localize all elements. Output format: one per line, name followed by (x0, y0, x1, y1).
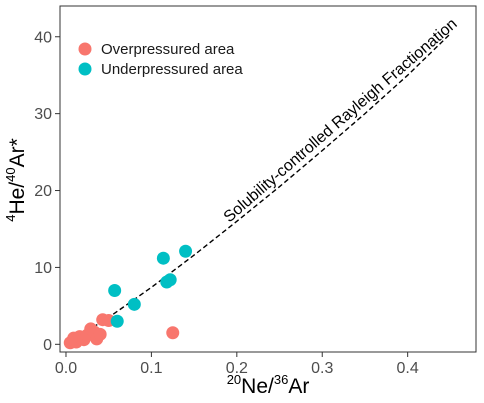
x-axis-title: 20Ne/36Ar (227, 372, 310, 398)
point-underpressured (179, 244, 193, 258)
point-underpressured (110, 314, 124, 328)
y-tick-label: 0 (43, 337, 52, 354)
y-axis-ticks: 0 10 20 30 40 (34, 29, 60, 354)
x-tick-label: 0.1 (140, 360, 162, 377)
data-points (63, 244, 193, 350)
x-tick-label: 0.3 (311, 360, 333, 377)
legend-label-overpressured: Overpressured area (101, 41, 235, 58)
point-underpressured (127, 297, 141, 311)
plot-panel (59, 5, 477, 353)
y-tick-label: 10 (34, 260, 52, 277)
x-tick-label: 0.0 (55, 360, 77, 377)
point-underpressured (108, 283, 122, 297)
x-axis-ticks: 0.0 0.1 0.2 0.3 0.4 (55, 352, 419, 377)
legend-marker-overpressured (78, 42, 92, 56)
y-tick-label: 40 (34, 29, 52, 46)
y-tick-label: 30 (34, 106, 52, 123)
x-tick-label: 0.2 (226, 360, 248, 377)
legend: Overpressured area Underpressured area (78, 41, 243, 78)
point-underpressured (163, 273, 177, 287)
legend-label-underpressured: Underpressured area (101, 61, 243, 78)
point-overpressured (93, 327, 107, 341)
y-axis-title: 4He/40Ar* (3, 138, 29, 222)
point-overpressured (166, 326, 180, 340)
x-tick-label: 0.4 (397, 360, 419, 377)
y-tick-label: 20 (34, 183, 52, 200)
legend-marker-underpressured (78, 62, 92, 76)
point-underpressured (156, 251, 170, 265)
